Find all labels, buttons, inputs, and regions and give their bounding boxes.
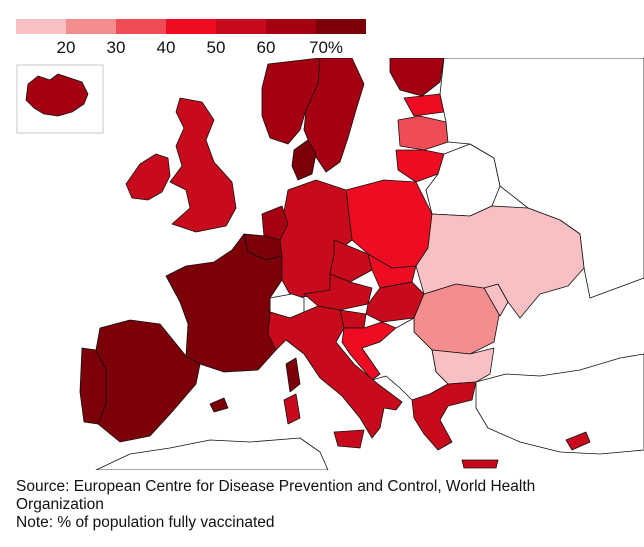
uk: [169, 97, 237, 233]
finland: [389, 58, 445, 97]
source-note: Source: European Centre for Disease Prev…: [16, 478, 536, 513]
legend-swatch-6: [316, 19, 366, 34]
vaccination-note: Note: % of population fully vaccinated: [16, 514, 275, 531]
legend-tick-50: 50: [206, 38, 226, 57]
crete: [461, 459, 499, 469]
corsica: [285, 357, 301, 393]
netherlands: [261, 205, 289, 241]
legend-swatch-4: [216, 19, 266, 34]
legend-swatch-1: [66, 19, 116, 34]
iceland: [25, 73, 89, 117]
balearic-islands: [209, 397, 229, 413]
romania: [413, 283, 501, 355]
sardinia: [283, 393, 301, 425]
cyprus: [565, 431, 591, 451]
legend-swatch-2: [116, 19, 166, 34]
turkey: [475, 353, 644, 455]
legend-tick-70: 70%: [308, 38, 344, 57]
legend-swatch-0: [16, 19, 66, 34]
legend-tick-30: 30: [106, 38, 126, 57]
spain: [95, 319, 201, 443]
sicily: [333, 429, 365, 449]
legend-swatch-5: [266, 19, 316, 34]
estonia: [403, 93, 445, 117]
legend-color-bar: [16, 19, 366, 34]
legend-swatch-3: [166, 19, 216, 34]
legend-tick-20: 20: [56, 38, 76, 57]
france: [165, 233, 283, 373]
sweden: [303, 58, 365, 173]
latvia: [397, 115, 449, 151]
legend: 20 30 40 50 60 70%: [16, 19, 368, 57]
legend-tick-60: 60: [256, 38, 276, 57]
denmark: [291, 139, 317, 181]
ukraine: [415, 205, 585, 319]
greece: [411, 381, 477, 451]
iceland-inset-frame: [16, 64, 104, 134]
legend-tick-40: 40: [156, 38, 176, 57]
ireland: [125, 153, 171, 201]
north-africa: [95, 437, 329, 470]
italy: [267, 305, 403, 439]
europe-vaccination-map: [0, 58, 644, 470]
notes: Source: European Centre for Disease Prev…: [16, 478, 626, 532]
portugal: [79, 347, 107, 425]
slovenia: [339, 309, 367, 329]
